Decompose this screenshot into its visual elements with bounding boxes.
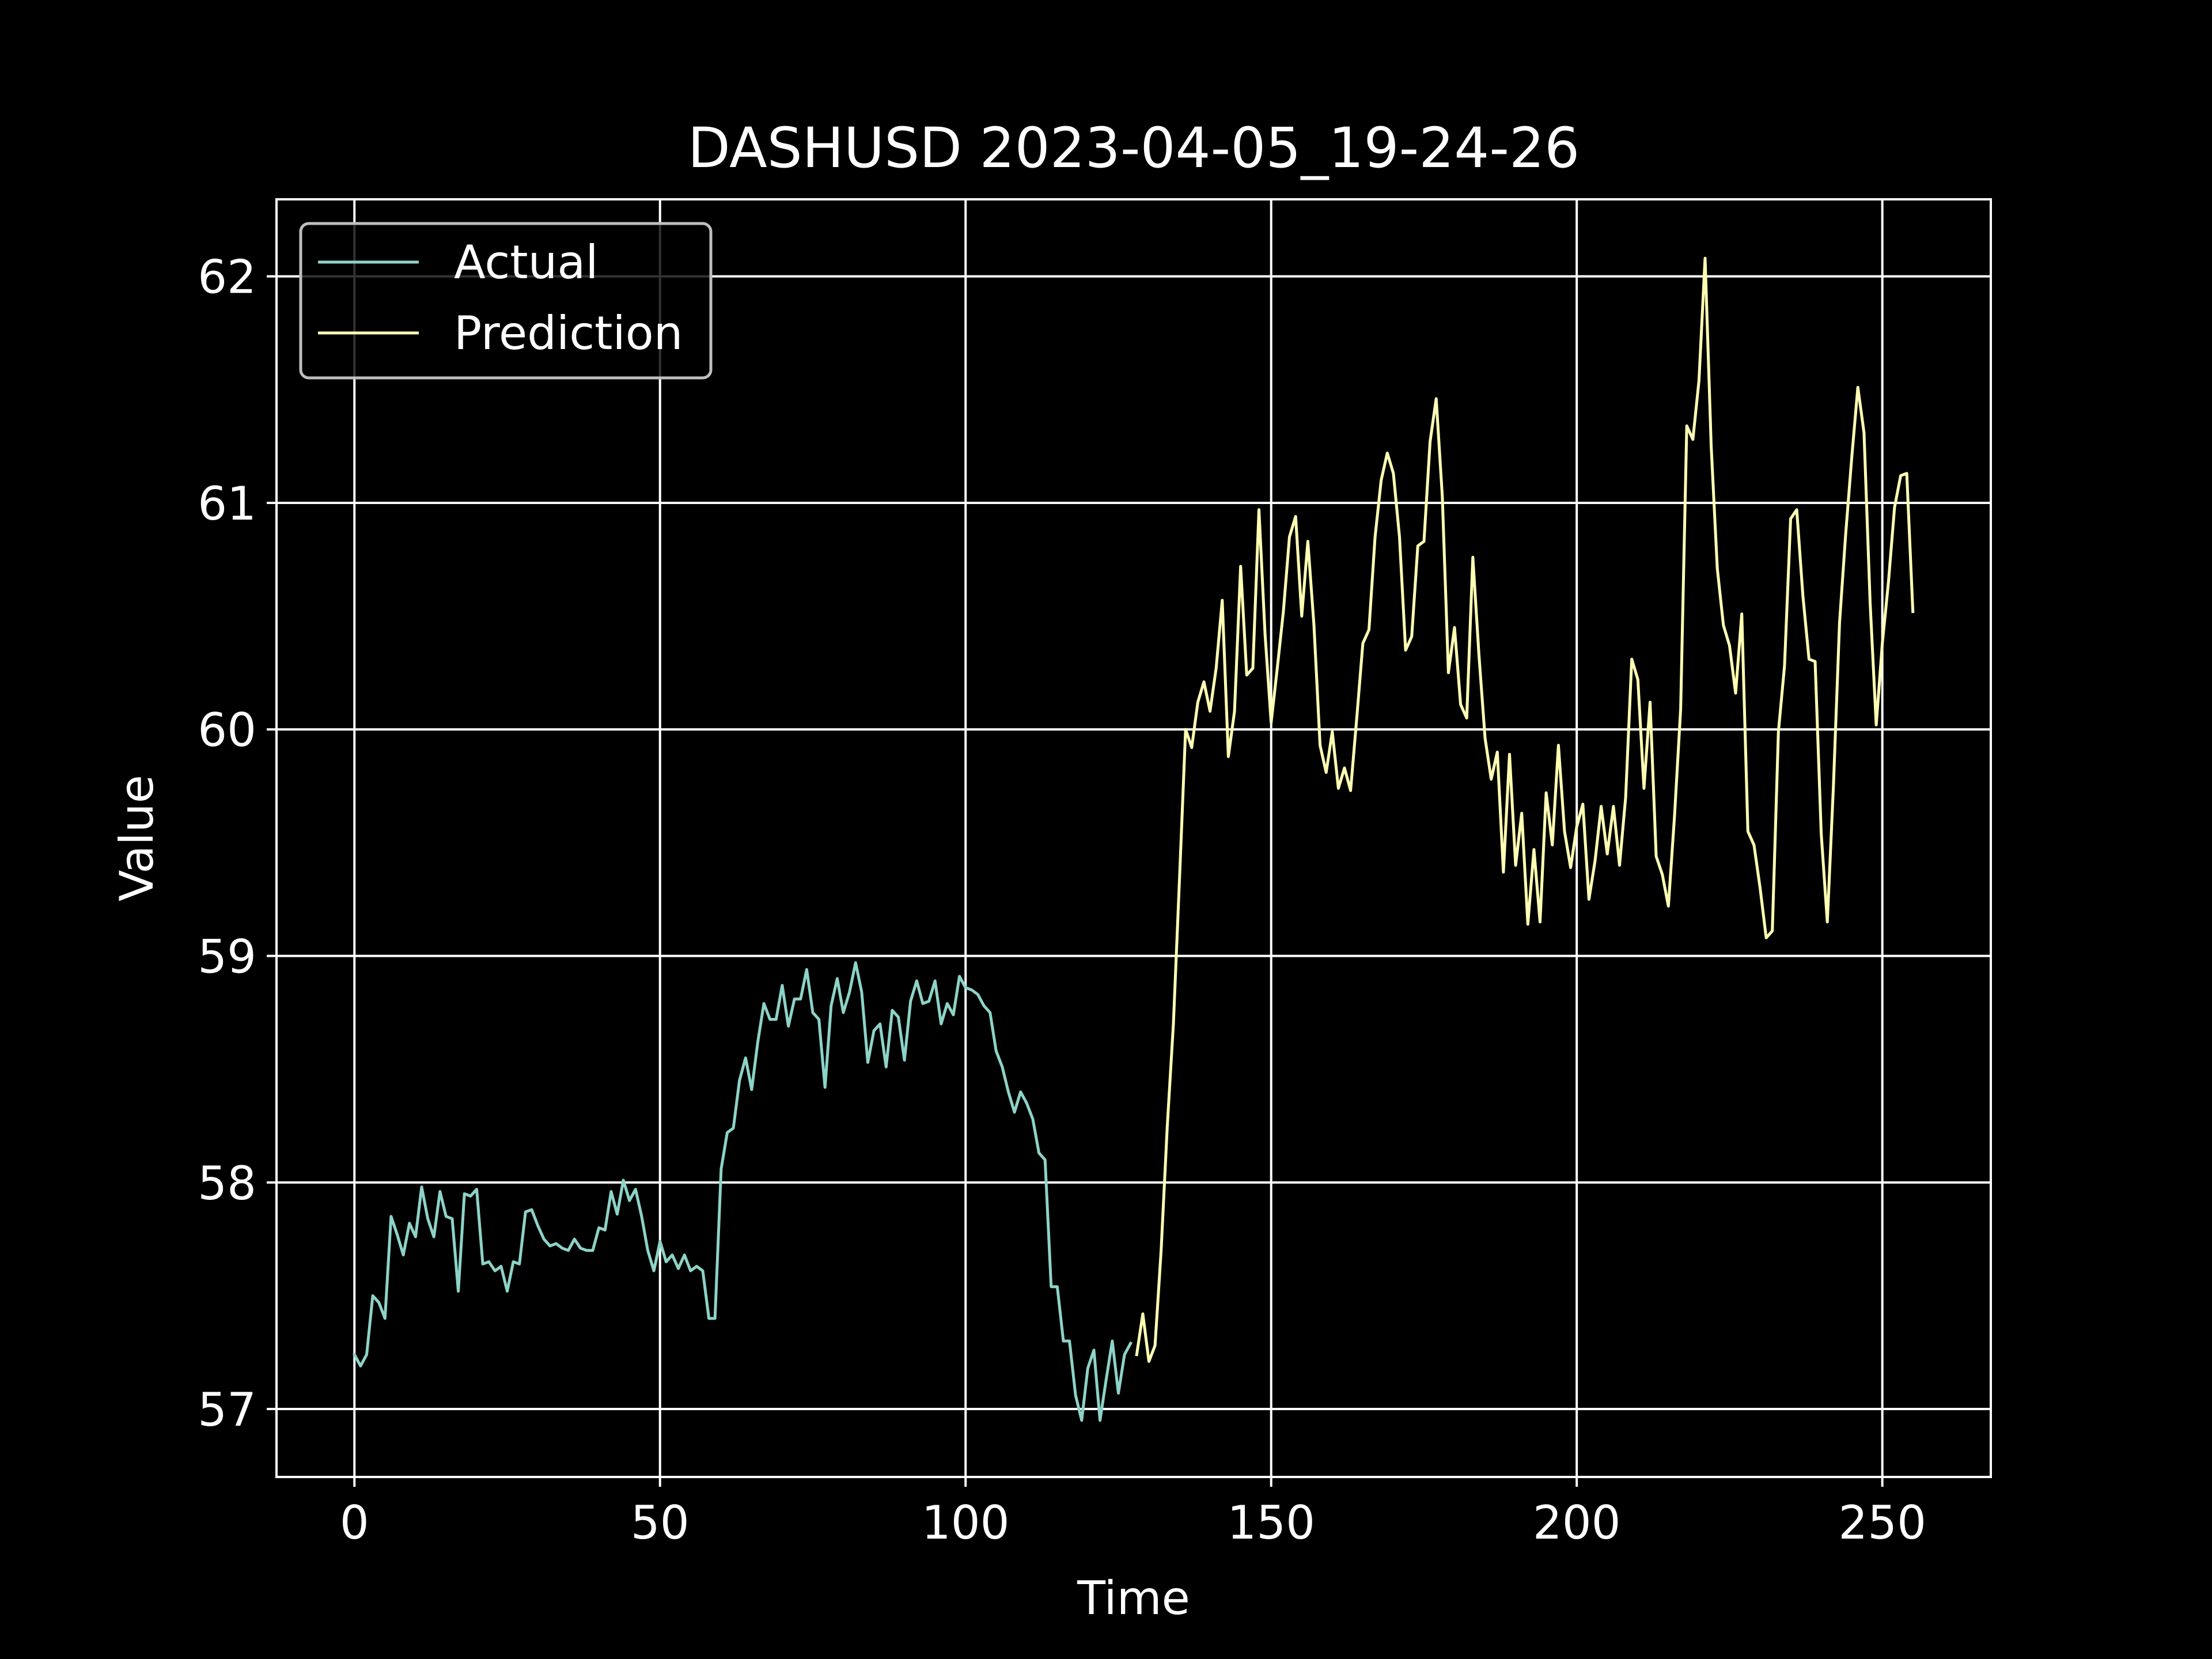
- x-tick-label: 50: [631, 1496, 690, 1550]
- y-tick-label: 60: [198, 703, 256, 757]
- series-line-prediction: [1135, 256, 1915, 1363]
- y-tick-label: 62: [198, 251, 256, 304]
- legend: Actual Prediction: [299, 222, 713, 380]
- grid: [276, 199, 1991, 1477]
- y-tick-label: 58: [198, 1157, 256, 1210]
- x-tick-label: 150: [1227, 1496, 1315, 1550]
- x-tick-label: 250: [1838, 1496, 1926, 1550]
- legend-label-prediction: Prediction: [454, 306, 683, 360]
- x-tick-label: 200: [1533, 1496, 1621, 1550]
- chart-title: DASHUSD 2023-04-05_19-24-26: [688, 116, 1580, 180]
- y-axis-label: Value: [110, 775, 164, 902]
- x-axis-label: Time: [1077, 1571, 1190, 1625]
- x-tick-label: 100: [922, 1496, 1010, 1550]
- y-tick-label: 59: [198, 930, 256, 983]
- series-layer: [352, 256, 1915, 1422]
- legend-label-actual: Actual: [454, 236, 599, 289]
- x-tick-label: 0: [340, 1496, 369, 1550]
- series-line-actual: [352, 961, 1133, 1422]
- plot-frame: [275, 198, 1992, 1478]
- y-tick-label: 61: [198, 477, 256, 531]
- y-tick-label: 57: [198, 1383, 256, 1437]
- ticks: 0 50 100 150 200 250 57 58 59 60 61 62: [198, 251, 1926, 1550]
